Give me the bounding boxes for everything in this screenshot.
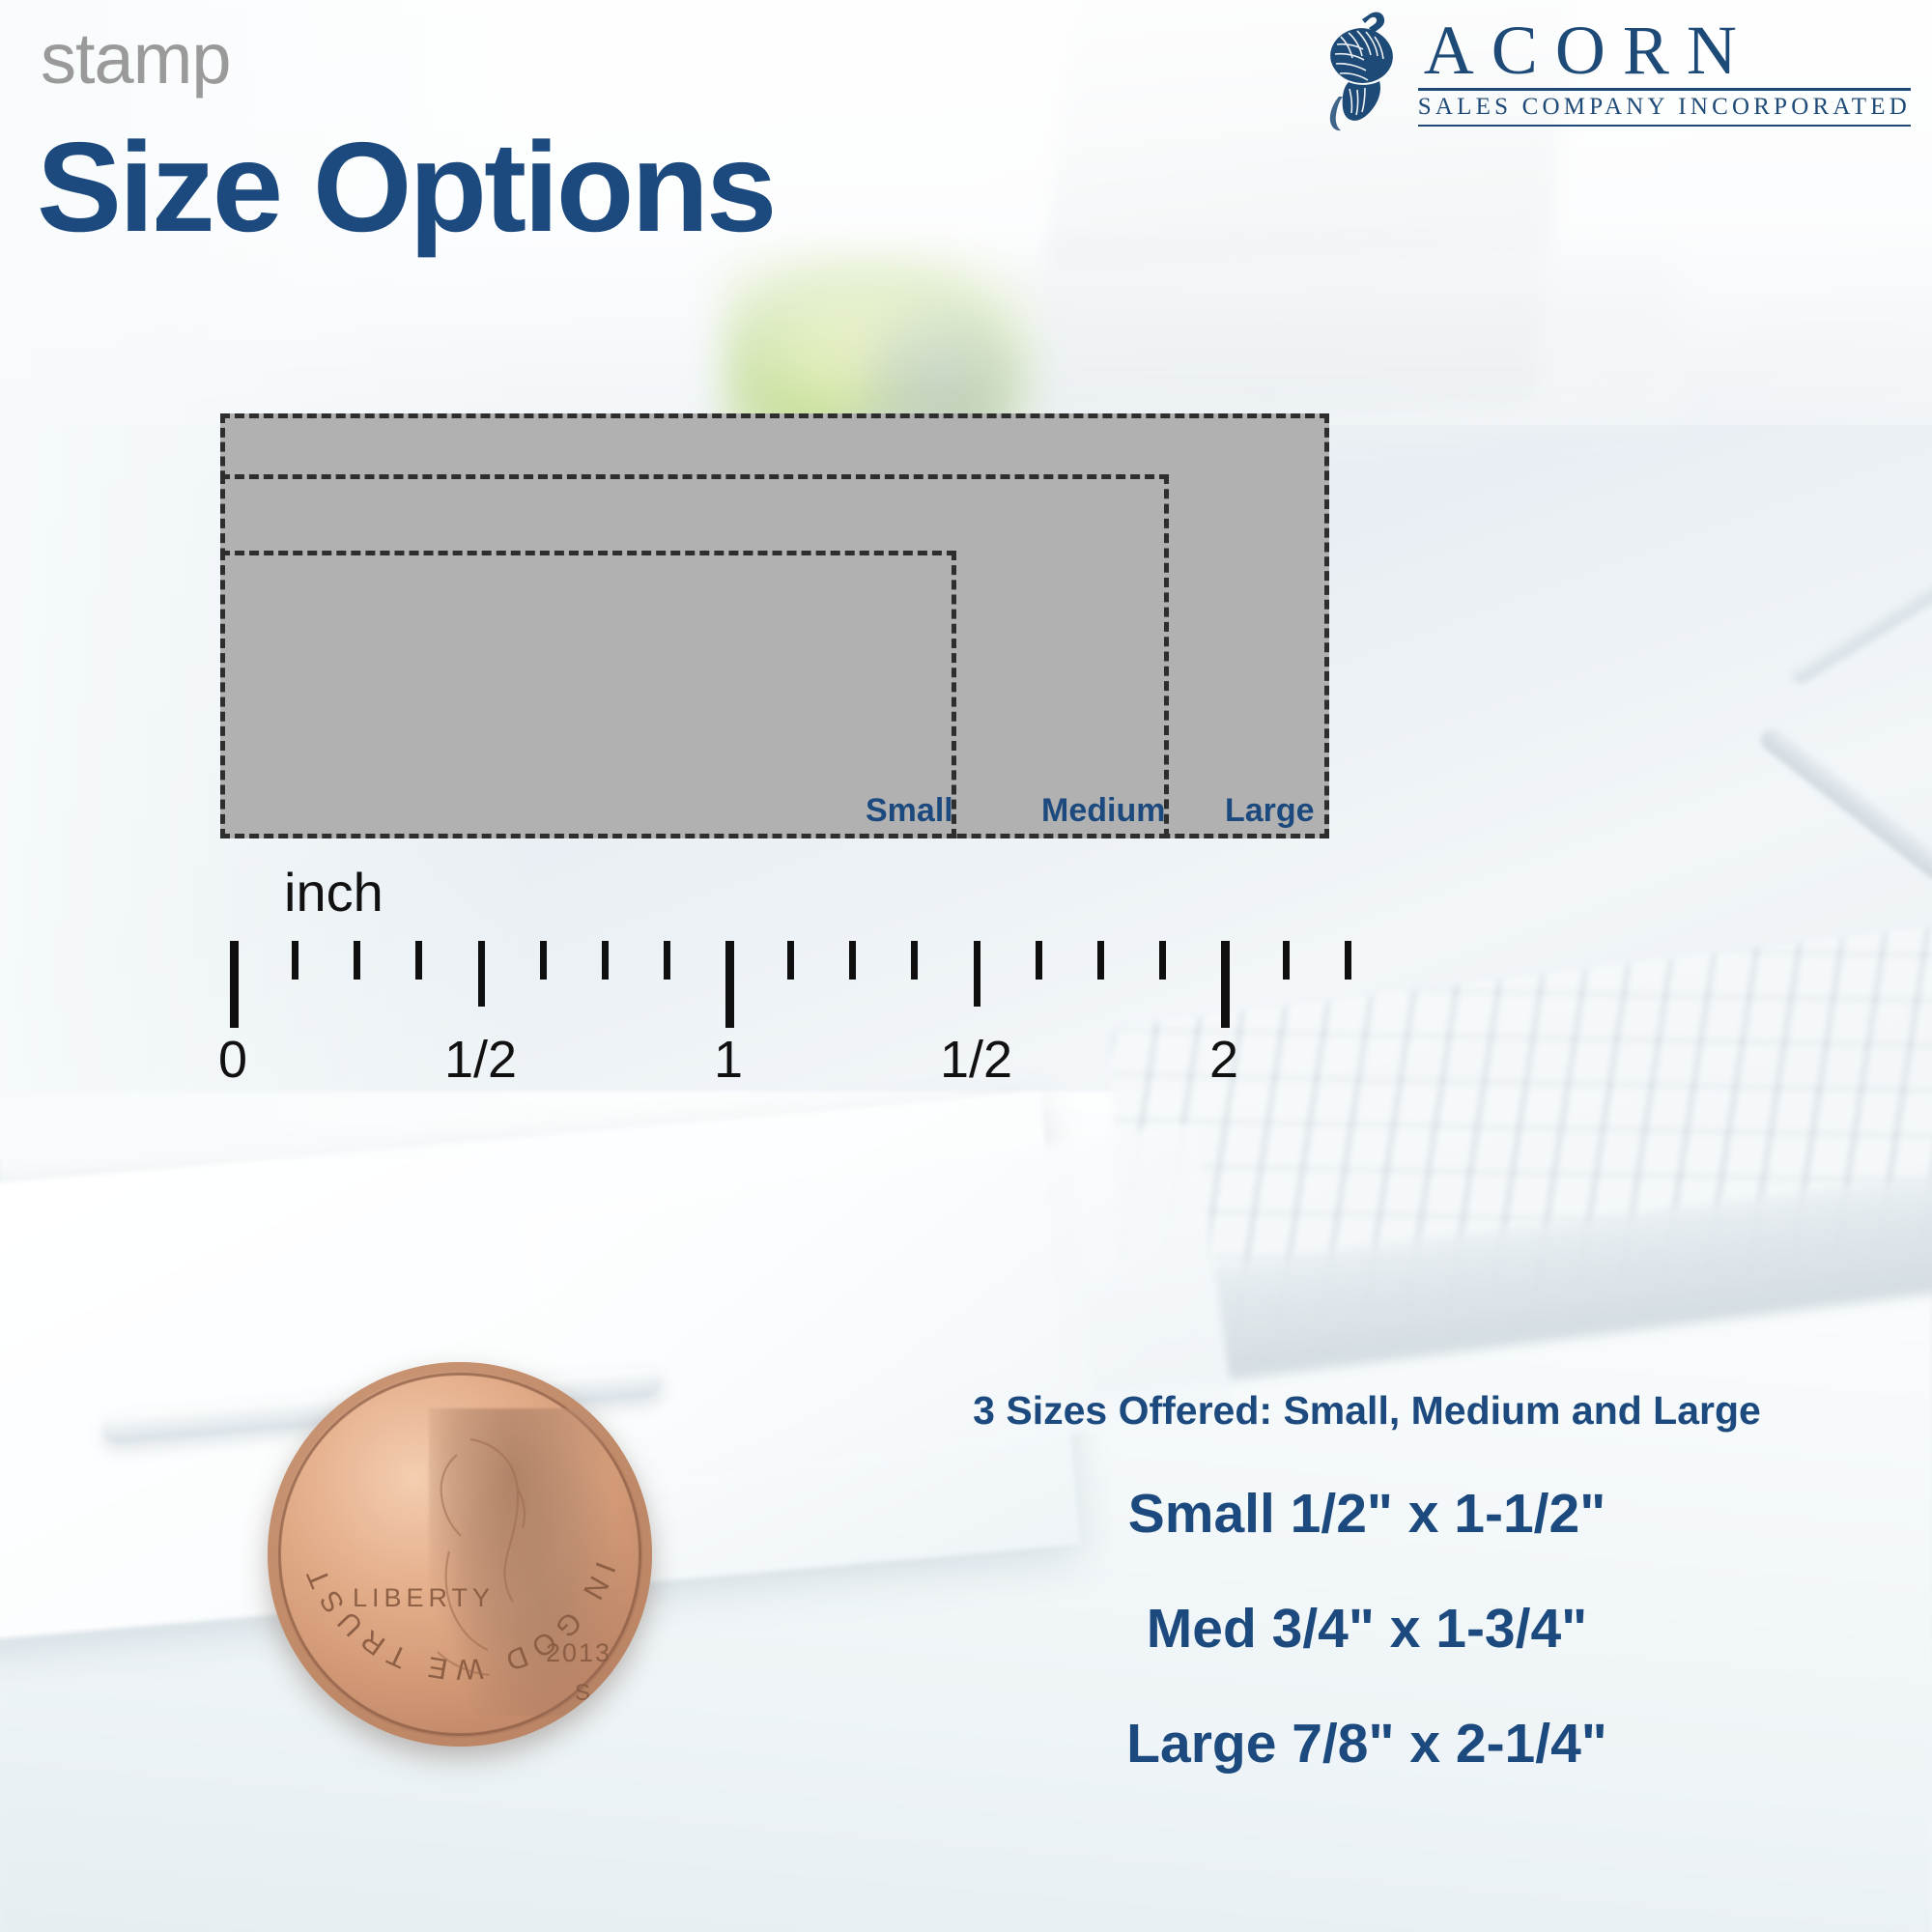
ruler-label-3: 1/2 xyxy=(939,1031,1013,1089)
header-kicker: stamp xyxy=(41,18,232,99)
ruler-tick-minor xyxy=(1158,941,1166,980)
ruler-unit-label: inch xyxy=(284,862,384,923)
ruler-tick-minor xyxy=(1283,941,1291,980)
ruler-tick-minor xyxy=(354,941,361,980)
ruler-tick-major xyxy=(230,941,239,1028)
penny-year: 2013 xyxy=(546,1638,611,1667)
size-boxes: Small Medium Large xyxy=(220,413,1329,838)
brand-logo: ACORN SALES COMPANY INCORPORATED xyxy=(1310,8,1911,133)
logo-wordmark: ACORN SALES COMPANY INCORPORATED xyxy=(1417,8,1911,127)
page-title: Size Options xyxy=(37,116,777,258)
ruler-tick-minor xyxy=(601,941,609,980)
ruler-tick-major xyxy=(1221,941,1230,1028)
ruler-tick-minor xyxy=(1096,941,1104,980)
ruler-tick-minor xyxy=(539,941,547,980)
ruler-tick-minor xyxy=(415,941,423,980)
ruler-tick-minor xyxy=(1035,941,1042,980)
inch-ruler: inch 0 1/2 1 1/2 2 xyxy=(217,862,1360,1150)
logo-name: ACORN xyxy=(1423,12,1754,89)
box-label-medium: Medium xyxy=(1041,792,1166,829)
ruler-tick-minor xyxy=(663,941,670,980)
box-label-small: Small xyxy=(866,792,953,829)
ruler-tick-major xyxy=(725,941,734,1028)
ruler-label-1: 1/2 xyxy=(443,1031,518,1089)
ruler-tick-half xyxy=(477,941,485,1007)
ruler-label-0: 0 xyxy=(217,1031,248,1089)
size-line-small: Small 1/2" x 1-1/2" xyxy=(1127,1483,1606,1545)
ruler-tick-minor xyxy=(292,941,299,980)
sizes-offered-heading: 3 Sizes Offered: Small, Medium and Large xyxy=(973,1388,1761,1433)
penny-mint-mark: S xyxy=(575,1680,590,1706)
ruler-tick-minor xyxy=(787,941,795,980)
ruler-label-2: 1 xyxy=(713,1031,744,1089)
ruler-tick-minor xyxy=(911,941,919,980)
ruler-label-4: 2 xyxy=(1208,1031,1239,1089)
size-info-block: 3 Sizes Offered: Small, Medium and Large… xyxy=(831,1391,1903,1772)
acorn-icon xyxy=(1329,12,1393,131)
ruler-tick-half xyxy=(973,941,980,1007)
logo-rule-bottom xyxy=(1417,124,1911,127)
penny-rim xyxy=(278,1373,641,1736)
box-label-large: Large xyxy=(1225,792,1315,829)
size-line-large: Large 7/8" x 2-1/4" xyxy=(1126,1713,1607,1775)
logo-tagline: SALES COMPANY INCORPORATED xyxy=(1417,94,1911,121)
ruler-tick-minor xyxy=(1345,941,1352,980)
penny-engraving: IN GOD WE TRUST LIBERTY 2013 S xyxy=(298,1437,614,1706)
penny-liberty: LIBERTY xyxy=(353,1583,495,1612)
ruler-tick-minor xyxy=(849,941,857,980)
ruler-tick-labels: 0 1/2 1 1/2 2 xyxy=(217,1031,1360,1121)
ruler-ticks xyxy=(220,941,1360,1028)
box-small xyxy=(220,551,956,838)
penny-coin: IN GOD WE TRUST LIBERTY 2013 S xyxy=(268,1362,652,1747)
logo-rule-top xyxy=(1417,88,1911,92)
lincoln-bust xyxy=(429,1407,630,1717)
size-line-medium: Med 3/4" x 1-3/4" xyxy=(1146,1598,1588,1660)
